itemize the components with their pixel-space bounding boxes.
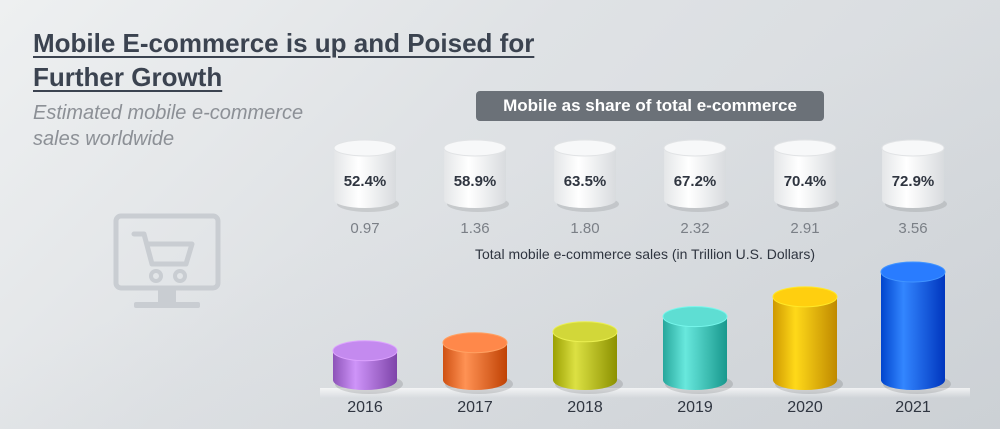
sales-value-2020: 2.91 bbox=[790, 220, 820, 237]
sales-caption: Total mobile e-commerce sales (in Trilli… bbox=[475, 246, 815, 262]
sales-value-2017: 1.36 bbox=[460, 220, 490, 237]
shopping-cart-monitor-icon bbox=[113, 213, 221, 308]
share-label-2019: 67.2% bbox=[673, 173, 717, 190]
share-label-2016: 52.4% bbox=[343, 173, 387, 190]
year-label-2017: 2017 bbox=[457, 399, 493, 416]
bar-2020 bbox=[772, 286, 843, 394]
share-label-2021: 72.9% bbox=[891, 173, 935, 190]
share-cylinder-2019 bbox=[663, 139, 729, 212]
bar-2016 bbox=[332, 340, 403, 394]
year-label-2020: 2020 bbox=[787, 399, 823, 416]
year-label-2016: 2016 bbox=[347, 399, 383, 416]
share-label-2018: 63.5% bbox=[563, 173, 607, 190]
year-label-2019: 2019 bbox=[677, 399, 713, 416]
sales-value-2016: 0.97 bbox=[350, 220, 380, 237]
page-subtitle: Estimated mobile e-commerce sales worldw… bbox=[33, 102, 304, 150]
sales-value-2021: 3.56 bbox=[898, 220, 928, 237]
share-legend-pill: Mobile as share of total e-commerce bbox=[476, 91, 824, 121]
share-cylinder-2016 bbox=[333, 139, 399, 212]
sales-value-2018: 1.80 bbox=[570, 220, 600, 237]
bar-2021 bbox=[880, 261, 951, 394]
bar-2018 bbox=[552, 321, 623, 394]
bar-2017 bbox=[442, 332, 513, 394]
year-label-2021: 2021 bbox=[895, 399, 931, 416]
share-cylinder-2020 bbox=[773, 139, 839, 212]
share-label-2017: 58.9% bbox=[453, 173, 497, 190]
page-title: Mobile E-commerce is up and Poised for F… bbox=[33, 28, 535, 92]
share-cylinder-2018 bbox=[553, 139, 619, 212]
bar-2019 bbox=[662, 306, 733, 394]
share-cylinder-2021 bbox=[881, 139, 947, 212]
share-label-2020: 70.4% bbox=[783, 173, 827, 190]
year-label-2018: 2018 bbox=[567, 399, 603, 416]
chart-floor bbox=[320, 388, 970, 398]
sales-value-2019: 2.32 bbox=[680, 220, 710, 237]
share-cylinder-2017 bbox=[443, 139, 509, 212]
